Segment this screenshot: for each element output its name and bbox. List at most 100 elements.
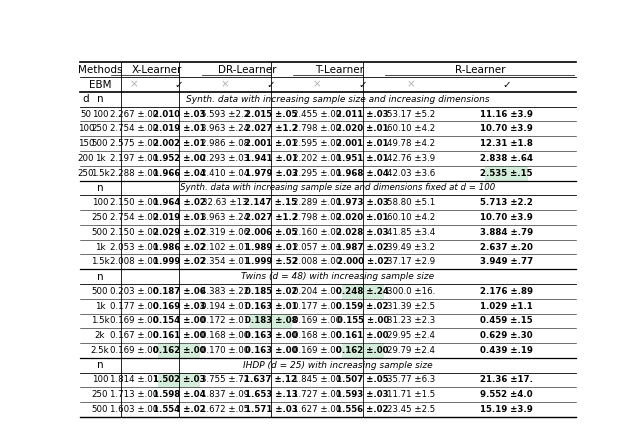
Text: 1.556 ±.02: 1.556 ±.02 — [337, 405, 389, 414]
Text: 2.001 ±.01: 2.001 ±.01 — [337, 139, 389, 148]
Text: 0.177 ±.00: 0.177 ±.00 — [110, 302, 158, 310]
Text: 2.006 ±.05: 2.006 ±.05 — [244, 228, 297, 237]
Text: 0.177 ±.00: 0.177 ±.00 — [292, 302, 341, 310]
Text: 2.838 ±.64: 2.838 ±.64 — [480, 154, 533, 163]
Text: 0.185 ±.02: 0.185 ±.02 — [244, 287, 297, 296]
Bar — [250, 313, 292, 328]
Text: 2.019 ±.01: 2.019 ±.01 — [153, 124, 205, 133]
Text: 4.383 ±.22: 4.383 ±.22 — [201, 287, 249, 296]
Text: 2.027 ±1.2: 2.027 ±1.2 — [244, 213, 298, 222]
Text: Twins (d = 48) with increasing sample size: Twins (d = 48) with increasing sample si… — [241, 272, 435, 281]
Text: 2.986 ±.08: 2.986 ±.08 — [201, 139, 249, 148]
Text: 1.598 ±.04: 1.598 ±.04 — [153, 390, 205, 399]
Text: 50: 50 — [81, 109, 92, 119]
Text: 0.169 ±.00: 0.169 ±.00 — [110, 317, 158, 325]
Text: 1.989 ±.01: 1.989 ±.01 — [244, 242, 298, 252]
Text: 3.884 ±.79: 3.884 ±.79 — [480, 228, 533, 237]
Text: 0.168 ±.00: 0.168 ±.00 — [292, 331, 341, 340]
Text: ✓: ✓ — [502, 79, 511, 89]
Text: 1.951 ±.01: 1.951 ±.01 — [337, 154, 389, 163]
Text: 31.23 ±2.3: 31.23 ±2.3 — [387, 317, 435, 325]
Text: 58.80 ±5.1: 58.80 ±5.1 — [387, 198, 435, 207]
Text: 1.029 ±1.1: 1.029 ±1.1 — [480, 302, 533, 310]
Text: 500: 500 — [92, 139, 108, 148]
Text: 3.755 ±.72: 3.755 ±.72 — [201, 375, 249, 385]
Text: 200: 200 — [77, 154, 94, 163]
Text: 2.197 ±.00: 2.197 ±.00 — [110, 154, 158, 163]
Text: 1.845 ±.00: 1.845 ±.00 — [292, 375, 341, 385]
Text: 2.295 ±.00: 2.295 ±.00 — [292, 169, 341, 178]
Text: R-Learner: R-Learner — [455, 65, 506, 75]
Text: 60.10 ±4.2: 60.10 ±4.2 — [387, 213, 435, 222]
Text: 500: 500 — [92, 405, 108, 414]
Text: 2.410 ±.04: 2.410 ±.04 — [201, 169, 249, 178]
Text: 29.79 ±2.4: 29.79 ±2.4 — [387, 346, 435, 355]
Text: 2.176 ±.89: 2.176 ±.89 — [480, 287, 533, 296]
Text: X-Learner: X-Learner — [131, 65, 182, 75]
Text: 2.011 ±.03: 2.011 ±.03 — [337, 109, 389, 119]
Text: 1.713 ±.00: 1.713 ±.00 — [110, 390, 158, 399]
Text: 500: 500 — [92, 287, 108, 296]
Text: 2.147 ±.15: 2.147 ±.15 — [244, 198, 298, 207]
Text: 2.575 ±.00: 2.575 ±.00 — [110, 139, 158, 148]
Text: 2.002 ±.01: 2.002 ±.01 — [153, 139, 205, 148]
Text: ×: × — [406, 79, 415, 89]
Text: 0.170 ±.00: 0.170 ±.00 — [201, 346, 249, 355]
Text: 2.008 ±.00: 2.008 ±.00 — [292, 257, 341, 266]
Text: 2.150 ±.00: 2.150 ±.00 — [110, 228, 158, 237]
Text: ✓: ✓ — [267, 79, 275, 89]
Text: 2.293 ±.03: 2.293 ±.03 — [201, 154, 249, 163]
Text: 1.672 ±.05: 1.672 ±.05 — [201, 405, 249, 414]
Text: 21.36 ±17.: 21.36 ±17. — [480, 375, 533, 385]
Text: n: n — [97, 94, 103, 104]
Text: ×: × — [312, 79, 321, 89]
Text: 0.169 ±.00: 0.169 ±.00 — [292, 317, 341, 325]
Text: 10.70 ±3.9: 10.70 ±3.9 — [480, 213, 533, 222]
Text: 60.10 ±4.2: 60.10 ±4.2 — [387, 124, 435, 133]
Text: 0.169 ±.00: 0.169 ±.00 — [292, 346, 341, 355]
Text: 53.17 ±5.2: 53.17 ±5.2 — [387, 109, 435, 119]
Text: 2.010 ±.03: 2.010 ±.03 — [153, 109, 205, 119]
Text: 100: 100 — [92, 375, 108, 385]
Text: 1.507 ±.05: 1.507 ±.05 — [337, 375, 389, 385]
Text: Methods: Methods — [78, 65, 123, 75]
Text: 1.603 ±.00: 1.603 ±.00 — [110, 405, 158, 414]
Text: 2.057 ±.00: 2.057 ±.00 — [292, 242, 341, 252]
Text: ✓: ✓ — [175, 79, 184, 89]
Text: 1.999 ±.02: 1.999 ±.02 — [153, 257, 205, 266]
Text: 2.029 ±.02: 2.029 ±.02 — [153, 228, 205, 237]
Text: 42.76 ±3.9: 42.76 ±3.9 — [387, 154, 435, 163]
Text: 2.008 ±.00: 2.008 ±.00 — [110, 257, 158, 266]
Text: 1.554 ±.02: 1.554 ±.02 — [153, 405, 205, 414]
Text: 1.999 ±.52: 1.999 ±.52 — [244, 257, 298, 266]
Text: 500: 500 — [92, 228, 108, 237]
Text: 0.248 ±.24: 0.248 ±.24 — [336, 287, 389, 296]
Text: 2.754 ±.00: 2.754 ±.00 — [110, 213, 158, 222]
Text: 2.202 ±.00: 2.202 ±.00 — [292, 154, 341, 163]
Text: 1.986 ±.02: 1.986 ±.02 — [153, 242, 205, 252]
Text: 0.439 ±.19: 0.439 ±.19 — [480, 346, 533, 355]
Text: 1.952 ±.00: 1.952 ±.00 — [153, 154, 205, 163]
Text: n: n — [97, 183, 103, 193]
Text: 1.973 ±.03: 1.973 ±.03 — [336, 198, 389, 207]
Text: 2.160 ±.00: 2.160 ±.00 — [292, 228, 341, 237]
Text: 0.169 ±.00: 0.169 ±.00 — [110, 346, 158, 355]
Text: 35.77 ±6.3: 35.77 ±6.3 — [387, 375, 435, 385]
Text: 37.17 ±2.9: 37.17 ±2.9 — [387, 257, 435, 266]
Text: 2.319 ±.06: 2.319 ±.06 — [201, 228, 249, 237]
Bar — [342, 284, 384, 299]
Text: 1k: 1k — [95, 302, 105, 310]
Text: 2.015 ±.05: 2.015 ±.05 — [244, 109, 297, 119]
Text: 0.163 ±.00: 0.163 ±.00 — [244, 346, 297, 355]
Text: 2.028 ±.03: 2.028 ±.03 — [337, 228, 389, 237]
Text: 12.31 ±1.8: 12.31 ±1.8 — [480, 139, 533, 148]
Text: 0.155 ±.00: 0.155 ±.00 — [337, 317, 389, 325]
Text: DR-Learner: DR-Learner — [218, 65, 276, 75]
Text: 1.814 ±.01: 1.814 ±.01 — [110, 375, 158, 385]
Text: 0.204 ±.00: 0.204 ±.00 — [292, 287, 341, 296]
Text: 2.288 ±.00: 2.288 ±.00 — [110, 169, 158, 178]
Text: Synth. data with increasing sample size and increasing dimensions: Synth. data with increasing sample size … — [186, 95, 490, 104]
Text: 31.39 ±2.5: 31.39 ±2.5 — [387, 302, 435, 310]
Text: 250: 250 — [92, 390, 108, 399]
Text: IHDP (d = 25) with increasing sample size: IHDP (d = 25) with increasing sample siz… — [243, 361, 433, 370]
